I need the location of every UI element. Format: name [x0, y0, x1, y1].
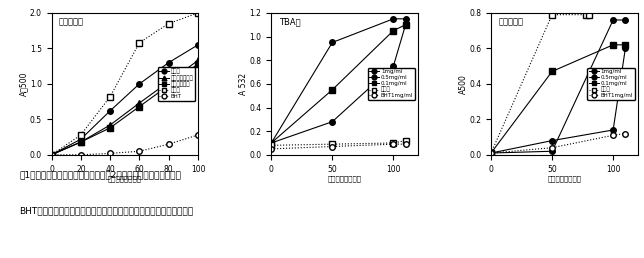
Legend: ルチン, クリサンテミン, ケラシアニン, 無添加, BHT: ルチン, クリサンテミン, ケラシアニン, 無添加, BHT — [158, 67, 195, 101]
Text: BHTは市販抗酸化剤、グラフの傾きが緩やかなほど抗酸化性が強い。: BHTは市販抗酸化剤、グラフの傾きが緩やかなほど抗酸化性が強い。 — [19, 206, 193, 215]
Text: ロダン鉄法: ロダン鉄法 — [498, 17, 524, 26]
Text: 図1．桑椰成分の抗酸化性試験　　図2．クエン酸の抗酸化性試験: 図1．桑椰成分の抗酸化性試験 図2．クエン酸の抗酸化性試験 — [19, 170, 181, 179]
Text: TBA法: TBA法 — [279, 17, 300, 26]
Legend: 1mg/ml, 0.5mg/ml, 0.1mg/ml, 無添加, BHT1mg/ml: 1mg/ml, 0.5mg/ml, 0.1mg/ml, 無添加, BHT1mg/… — [587, 68, 635, 100]
Y-axis label: A 532: A 532 — [239, 73, 248, 95]
Y-axis label: A．500: A．500 — [19, 72, 28, 96]
X-axis label: 保温時間（時間）: 保温時間（時間） — [108, 175, 142, 182]
X-axis label: 保温時間（時間）: 保温時間（時間） — [328, 175, 361, 182]
X-axis label: 保温時間（時間）: 保温時間（時間） — [547, 175, 582, 182]
Y-axis label: A500: A500 — [459, 74, 468, 94]
Text: ロダン鉄法: ロダン鉄法 — [59, 17, 84, 26]
Legend: 1mg/ml, 0.5mg/ml, 0.1mg/ml, 無添加, BHT1mg/ml: 1mg/ml, 0.5mg/ml, 0.1mg/ml, 無添加, BHT1mg/… — [368, 68, 415, 100]
